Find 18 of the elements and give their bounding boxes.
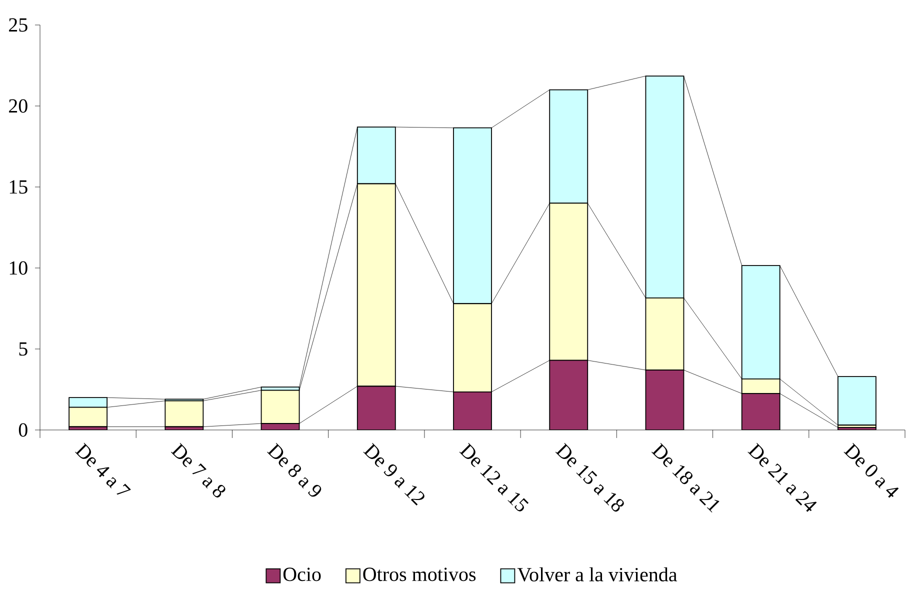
legend-label: Volver a la vivienda: [517, 567, 678, 582]
legend-label: Ocio: [283, 568, 321, 582]
x-tick-label: De 8 a 9: [267, 442, 322, 497]
x-tick-label: De 9 a 12: [363, 442, 424, 506]
y-tick-label: 20: [9, 99, 28, 113]
legend-label: Otros motivos: [363, 568, 476, 582]
x-tick-label: De 15 a 18: [555, 442, 624, 512]
y-tick-label: 25: [9, 18, 28, 32]
x-tick-label: De 18 a 21: [651, 442, 720, 513]
y-tick-label: 15: [10, 180, 28, 194]
x-tick-label: De 7 a 8: [170, 442, 226, 498]
y-tick-label: 0: [18, 423, 28, 437]
x-tick-label: De 21 a 24: [748, 442, 817, 512]
x-tick-label: De 0 a 4: [844, 442, 899, 498]
x-tick-label: De 12 a 15: [459, 442, 529, 512]
y-tick-label: 10: [10, 261, 28, 275]
y-tick-label: 5: [19, 342, 28, 356]
x-tick-label: De 4 a 7: [74, 442, 131, 495]
